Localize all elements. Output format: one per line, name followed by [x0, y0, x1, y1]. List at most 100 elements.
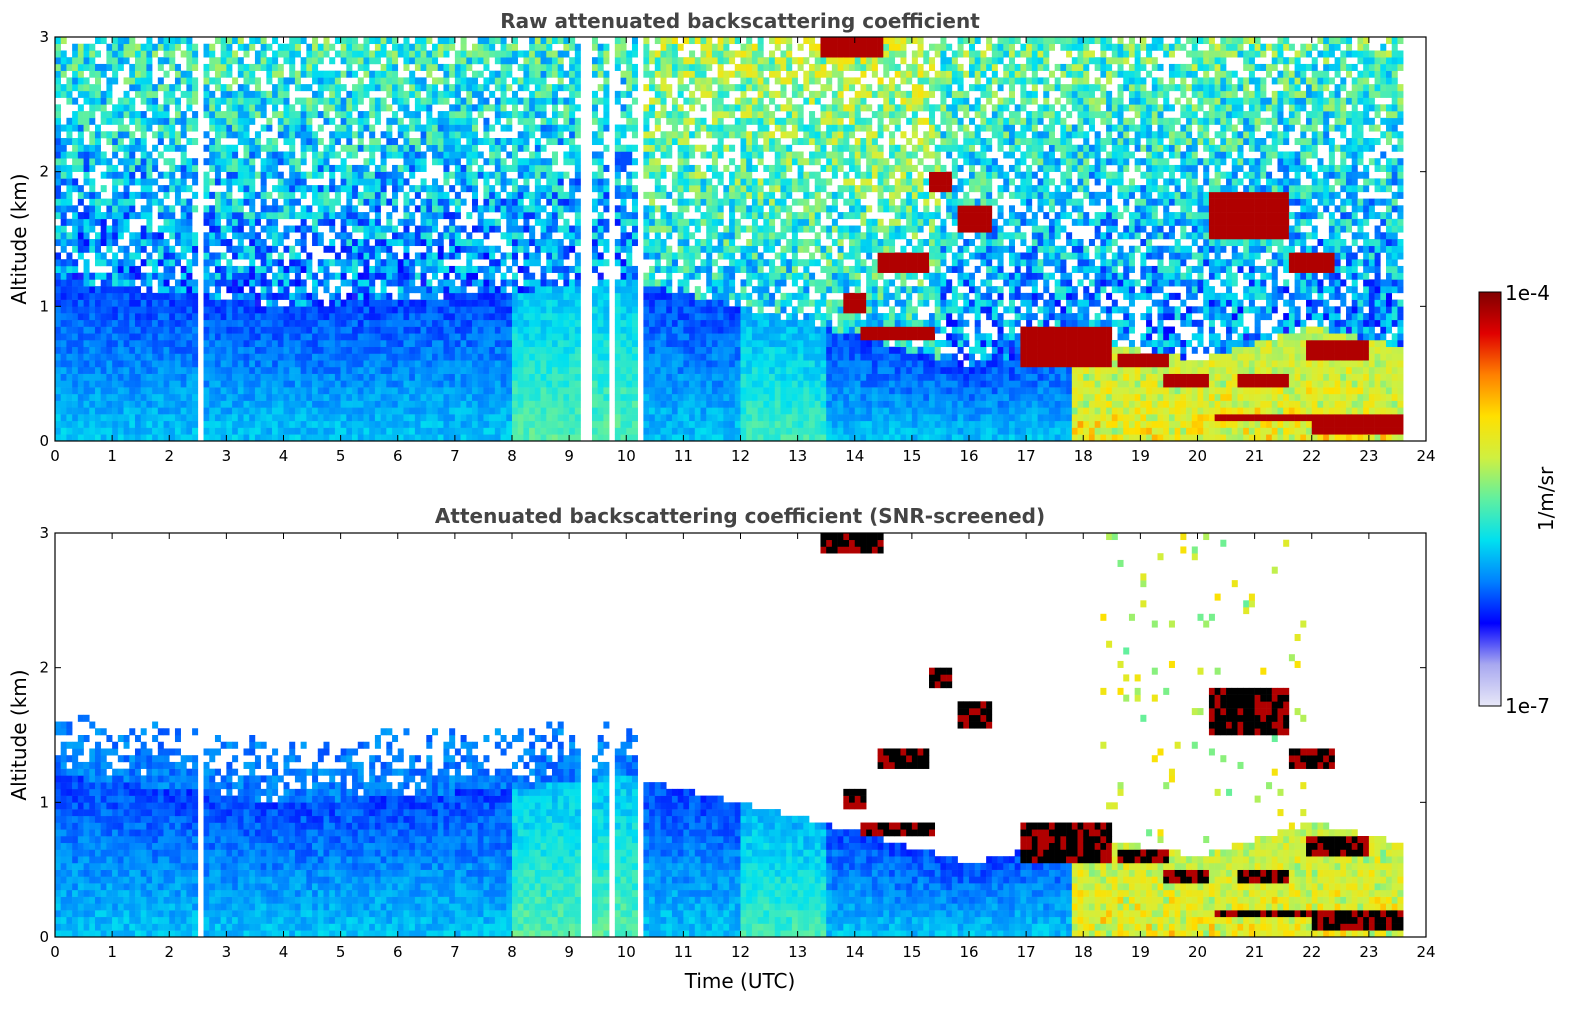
- heatmap-cell: [483, 333, 490, 341]
- heatmap-cell: [214, 380, 221, 388]
- heatmap-cell: [512, 279, 519, 287]
- heatmap-cell: [123, 427, 130, 435]
- heatmap-cell: [329, 84, 336, 92]
- heatmap-cell: [620, 333, 627, 341]
- heatmap-cell: [157, 185, 164, 193]
- heatmap-cell: [557, 434, 564, 442]
- heatmap-cell: [506, 138, 513, 146]
- heatmap-cell: [60, 239, 67, 247]
- heatmap-cell: [460, 144, 467, 152]
- heatmap-cell: [277, 232, 284, 240]
- heatmap-cell: [512, 37, 519, 45]
- heatmap-cell: [117, 420, 124, 428]
- heatmap-cell: [226, 70, 233, 78]
- heatmap-cell: [460, 299, 467, 307]
- heatmap-cell: [323, 434, 330, 442]
- heatmap-cell: [77, 313, 84, 321]
- heatmap-cell: [380, 292, 387, 300]
- heatmap-cell: [72, 178, 79, 186]
- heatmap-cell: [174, 373, 181, 381]
- heatmap-cell: [432, 43, 439, 51]
- heatmap-cell: [89, 138, 96, 146]
- heatmap-cell: [409, 333, 416, 341]
- heatmap-cell: [369, 393, 376, 401]
- heatmap-cell: [540, 171, 547, 179]
- heatmap-cell: [306, 340, 313, 348]
- heatmap-cell: [397, 117, 404, 125]
- heatmap-cell: [243, 319, 250, 327]
- heatmap-cell: [454, 90, 461, 98]
- heatmap-cell: [83, 232, 90, 240]
- heatmap-cell: [449, 286, 456, 294]
- heatmap-cell: [83, 245, 90, 253]
- heatmap-cell: [563, 265, 570, 273]
- heatmap-cell: [283, 400, 290, 408]
- heatmap-cell: [129, 414, 136, 422]
- heatmap-cell: [420, 205, 427, 213]
- heatmap-cell: [369, 252, 376, 260]
- heatmap-cell: [169, 306, 176, 314]
- heatmap-cell: [506, 380, 513, 388]
- heatmap-cell: [214, 340, 221, 348]
- heatmap-cell: [483, 414, 490, 422]
- heatmap-cell: [557, 373, 564, 381]
- heatmap-cell: [140, 117, 147, 125]
- heatmap-cell: [117, 373, 124, 381]
- heatmap-cell: [66, 191, 73, 199]
- heatmap-cell: [157, 63, 164, 71]
- heatmap-cell: [112, 43, 119, 51]
- heatmap-cell: [631, 313, 638, 321]
- heatmap-cell: [500, 198, 507, 206]
- heatmap-cell: [237, 420, 244, 428]
- heatmap-cell: [129, 420, 136, 428]
- heatmap-cell: [483, 319, 490, 327]
- heatmap-cell: [374, 50, 381, 58]
- heatmap-cell: [374, 272, 381, 280]
- heatmap-cell: [529, 434, 536, 442]
- heatmap-cell: [563, 319, 570, 327]
- heatmap-cell: [346, 191, 353, 199]
- heatmap-cell: [249, 117, 256, 125]
- heatmap-cell: [83, 319, 90, 327]
- heatmap-cell: [89, 340, 96, 348]
- heatmap-cell: [432, 212, 439, 220]
- heatmap-cell: [72, 144, 79, 152]
- heatmap-cell: [106, 50, 113, 58]
- heatmap-cell: [546, 265, 553, 273]
- heatmap-cell: [546, 218, 553, 226]
- heatmap-cell: [523, 286, 530, 294]
- heatmap-cell: [323, 407, 330, 415]
- heatmap-cell: [523, 212, 530, 220]
- heatmap-cell: [392, 387, 399, 395]
- heatmap-cell: [352, 420, 359, 428]
- heatmap-cell: [163, 212, 170, 220]
- heatmap-cell: [123, 299, 130, 307]
- heatmap-cell: [369, 326, 376, 334]
- heatmap-cell: [506, 205, 513, 213]
- heatmap-cell: [643, 393, 650, 401]
- heatmap-cell: [237, 57, 244, 65]
- heatmap-cell: [346, 292, 353, 300]
- heatmap-cell: [494, 245, 501, 253]
- heatmap-cell: [146, 63, 153, 71]
- heatmap-cell: [620, 164, 627, 172]
- heatmap-cell: [66, 239, 73, 247]
- heatmap-cell: [146, 319, 153, 327]
- heatmap-cell: [546, 50, 553, 58]
- heatmap-cell: [134, 366, 141, 374]
- heatmap-cell: [294, 43, 301, 51]
- heatmap-cell: [409, 90, 416, 98]
- heatmap-cell: [317, 124, 324, 132]
- heatmap-cell: [432, 299, 439, 307]
- heatmap-cell: [494, 70, 501, 78]
- heatmap-cell: [306, 225, 313, 233]
- heatmap-cell: [329, 313, 336, 321]
- heatmap-cell: [449, 313, 456, 321]
- heatmap-cell: [414, 346, 421, 354]
- heatmap-cell: [449, 299, 456, 307]
- heatmap-cell: [112, 117, 119, 125]
- heatmap-cell: [494, 373, 501, 381]
- heatmap-cell: [100, 292, 107, 300]
- heatmap-cell: [443, 144, 450, 152]
- heatmap-cell: [169, 373, 176, 381]
